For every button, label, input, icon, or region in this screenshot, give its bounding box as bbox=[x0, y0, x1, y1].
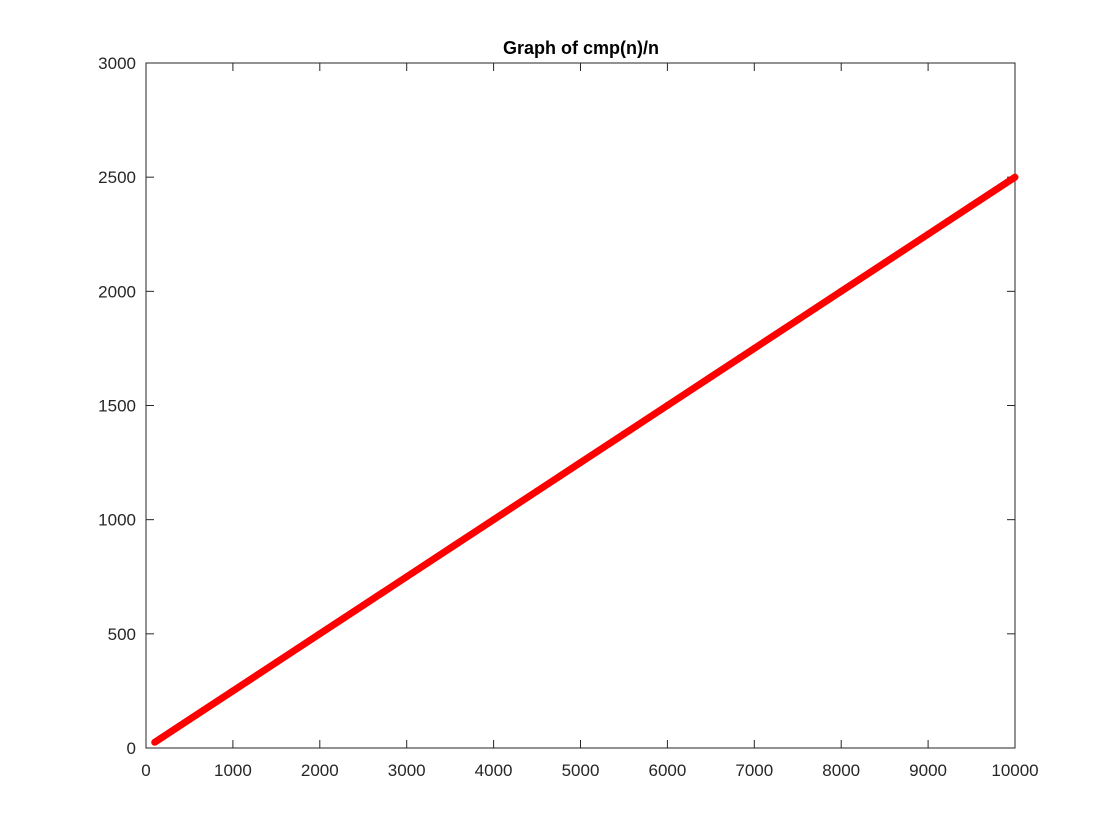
series-point bbox=[924, 230, 932, 238]
series-point bbox=[707, 373, 715, 381]
y-tick-label: 2500 bbox=[98, 168, 136, 187]
series-point bbox=[794, 316, 802, 324]
x-tick-label: 9000 bbox=[909, 761, 947, 780]
y-tick-label: 500 bbox=[108, 625, 136, 644]
series-point bbox=[490, 516, 498, 524]
series-layer bbox=[151, 173, 1019, 746]
x-tick-label: 5000 bbox=[562, 761, 600, 780]
x-tick-label: 3000 bbox=[388, 761, 426, 780]
series-point bbox=[272, 658, 280, 666]
series-point bbox=[403, 573, 411, 581]
series-point bbox=[750, 344, 758, 352]
series-point bbox=[533, 487, 541, 495]
series-point bbox=[151, 738, 159, 746]
series-point bbox=[229, 687, 237, 695]
axis-ticks: 0 1000 2000 3000 4000 5000 6000 7000 8000 9000 100… bbox=[98, 54, 1038, 780]
y-tick-label: 2000 bbox=[98, 282, 136, 301]
series-point bbox=[446, 544, 454, 552]
y-tick-label: 0 bbox=[127, 739, 136, 758]
series-point bbox=[663, 402, 671, 409]
series-point bbox=[620, 430, 628, 438]
series-point bbox=[881, 259, 889, 267]
x-tick-label: 4000 bbox=[475, 761, 513, 780]
series-point bbox=[968, 202, 976, 210]
y-tick-label: 3000 bbox=[98, 54, 136, 73]
x-tick-label: 6000 bbox=[648, 761, 686, 780]
x-tick-label: 8000 bbox=[822, 761, 860, 780]
x-tick-label: 1000 bbox=[214, 761, 252, 780]
series-point bbox=[837, 287, 845, 295]
series-point bbox=[316, 630, 324, 638]
series-point bbox=[1011, 173, 1019, 181]
series-point bbox=[185, 715, 193, 723]
y-tick-label: 1500 bbox=[98, 397, 136, 416]
x-tick-label: 0 bbox=[141, 761, 150, 780]
series-point bbox=[577, 459, 584, 467]
x-tick-label: 7000 bbox=[735, 761, 773, 780]
series-point bbox=[359, 601, 367, 609]
y-tick-label: 1000 bbox=[98, 511, 136, 530]
plot-area bbox=[145, 62, 1016, 749]
x-tick-label: 2000 bbox=[301, 761, 339, 780]
x-tick-label: 10000 bbox=[991, 761, 1038, 780]
chart-title: Graph of cmp(n)/n bbox=[503, 38, 659, 58]
